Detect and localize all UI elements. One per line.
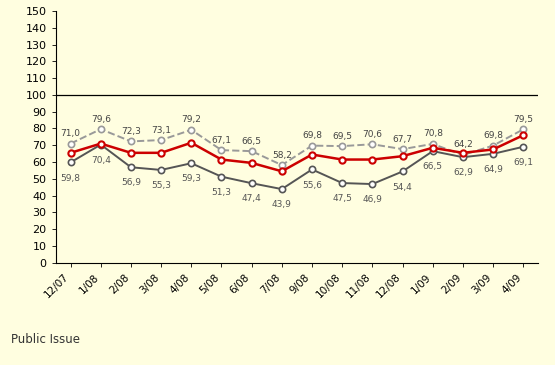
CCI xyxy=(218,157,225,162)
CECI xyxy=(339,181,346,185)
CEI xyxy=(369,142,376,146)
CCI xyxy=(460,151,466,155)
CEI xyxy=(490,143,496,148)
CCI xyxy=(98,141,104,146)
CCI xyxy=(369,157,376,162)
CCI xyxy=(279,169,285,173)
CEI xyxy=(309,143,315,148)
Text: 67,7: 67,7 xyxy=(392,135,412,143)
Text: 67,1: 67,1 xyxy=(211,135,231,145)
Line: CECI: CECI xyxy=(68,142,526,192)
CEI xyxy=(460,153,466,157)
CECI xyxy=(67,160,74,165)
CCI xyxy=(158,151,164,155)
CECI xyxy=(158,168,164,172)
Text: 47,5: 47,5 xyxy=(332,194,352,203)
CECI xyxy=(460,155,466,160)
CEI xyxy=(520,127,527,131)
CCI xyxy=(520,133,527,137)
CECI xyxy=(128,165,134,169)
Text: 66,5: 66,5 xyxy=(241,137,261,146)
Text: 70,8: 70,8 xyxy=(423,129,443,138)
Text: 64,9: 64,9 xyxy=(483,165,503,174)
Text: 59,3: 59,3 xyxy=(181,174,201,183)
CEI xyxy=(98,127,104,131)
Text: 46,9: 46,9 xyxy=(362,195,382,204)
CCI xyxy=(490,147,496,152)
Text: 59,8: 59,8 xyxy=(60,173,80,182)
Text: 69,1: 69,1 xyxy=(513,158,533,167)
Text: 70,6: 70,6 xyxy=(362,130,382,139)
CECI xyxy=(98,142,104,147)
CECI xyxy=(520,145,527,149)
CEI xyxy=(188,128,195,132)
Text: 69,8: 69,8 xyxy=(302,131,322,140)
Text: 71,0: 71,0 xyxy=(60,129,80,138)
Text: 64,2: 64,2 xyxy=(453,141,473,149)
CCI xyxy=(339,157,346,162)
CCI xyxy=(188,141,195,145)
Text: 54,4: 54,4 xyxy=(393,182,412,192)
Text: 55,3: 55,3 xyxy=(151,181,171,190)
CECI xyxy=(490,151,496,156)
Text: 79,5: 79,5 xyxy=(513,115,533,124)
Text: 69,5: 69,5 xyxy=(332,131,352,141)
Text: 56,9: 56,9 xyxy=(121,178,141,187)
CEI xyxy=(430,142,436,146)
Text: 79,6: 79,6 xyxy=(91,115,111,124)
CECI xyxy=(430,149,436,153)
Text: 43,9: 43,9 xyxy=(272,200,292,209)
CEI xyxy=(248,149,255,153)
Text: 58,2: 58,2 xyxy=(272,150,292,160)
CEI xyxy=(67,141,74,146)
CCI xyxy=(128,151,134,155)
Text: Public Issue: Public Issue xyxy=(11,333,80,346)
CEI xyxy=(399,147,406,151)
Text: 55,6: 55,6 xyxy=(302,181,322,189)
CEI xyxy=(218,148,225,152)
Text: 70,4: 70,4 xyxy=(91,156,110,165)
CECI xyxy=(248,181,255,185)
CECI xyxy=(309,167,315,172)
Line: CEI: CEI xyxy=(68,126,526,168)
CECI xyxy=(188,161,195,165)
CEI xyxy=(279,163,285,167)
CECI xyxy=(399,169,406,174)
CEI xyxy=(339,144,346,148)
CECI xyxy=(369,182,376,186)
Text: 69,8: 69,8 xyxy=(483,131,503,140)
CCI xyxy=(248,161,255,165)
Text: 72,3: 72,3 xyxy=(121,127,141,136)
CEI xyxy=(158,138,164,142)
Text: 62,9: 62,9 xyxy=(453,168,473,177)
Text: 66,5: 66,5 xyxy=(423,162,443,171)
CECI xyxy=(218,174,225,179)
CCI xyxy=(67,151,74,155)
Line: CCI: CCI xyxy=(68,132,526,174)
Text: 79,2: 79,2 xyxy=(181,115,201,124)
Text: 47,4: 47,4 xyxy=(242,194,261,203)
Text: 51,3: 51,3 xyxy=(211,188,231,197)
CCI xyxy=(399,154,406,158)
CECI xyxy=(279,187,285,191)
CEI xyxy=(128,139,134,143)
Text: 73,1: 73,1 xyxy=(151,126,171,135)
CCI xyxy=(430,146,436,150)
CCI xyxy=(309,152,315,157)
